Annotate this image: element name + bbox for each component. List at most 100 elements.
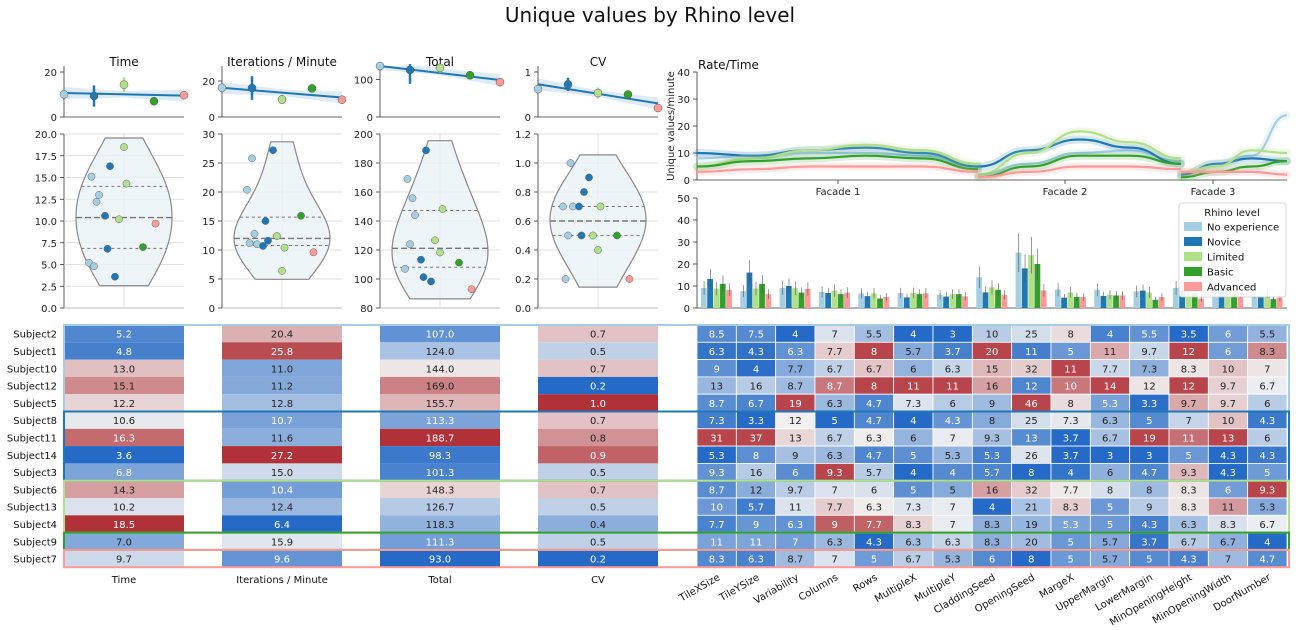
heat-cell-value: 93.0 — [429, 555, 451, 566]
bar-TileYSize-Advanced — [765, 294, 772, 308]
heat-cell-Subject7-3 — [538, 549, 658, 568]
param-cell-value: 12 — [1182, 382, 1195, 393]
violin-ytick-label: 140 — [354, 217, 373, 228]
param-cell-value: 6.3 — [748, 555, 764, 566]
bar-MultipleX-Basic — [916, 294, 923, 308]
param-cell-value: 5 — [1067, 555, 1073, 566]
bar-MultipleY-Basic — [955, 294, 962, 308]
violin-point-Subject4 — [120, 143, 128, 151]
bar-MultipleX-Limited — [910, 292, 916, 308]
param-cell-value: 26 — [1025, 451, 1038, 462]
violin-point-Subject11 — [580, 188, 588, 196]
param-cell-value: 12 — [789, 416, 802, 427]
param-cell-value: 4 — [1067, 468, 1073, 479]
param-cell-value: 8.3 — [905, 520, 921, 531]
param-cell-value: 8 — [989, 416, 995, 427]
violin-point-Subject7 — [625, 275, 634, 283]
bar-TileXSize-No experience — [700, 287, 707, 308]
bar-Variability-Advanced — [804, 288, 811, 308]
heat-cell-value: 0.5 — [590, 347, 606, 358]
param-cell-value: 4.7 — [1259, 555, 1275, 566]
violin-point-Subject5 — [92, 198, 101, 206]
heat-cell-value: 0.4 — [590, 520, 606, 531]
param-cell-value: 9.7 — [1181, 399, 1197, 410]
reg-mean-point — [533, 84, 543, 94]
param-cell-value: 8.3 — [1220, 520, 1236, 531]
violin-point-Subject13 — [589, 231, 597, 240]
heat-cell-Subject6-3 — [538, 480, 658, 498]
param-cell-value: 8 — [1028, 468, 1034, 479]
violin-ytick-label: 30 — [202, 130, 215, 141]
rate-line-Novice — [977, 138, 1182, 168]
bar-UpperMargin-Limited — [1106, 294, 1113, 308]
bar-Variability-Limited — [792, 288, 798, 308]
param-cell-value: 5.5 — [866, 330, 882, 341]
reg-mean-point — [217, 83, 227, 93]
violin-point-Subject1 — [564, 231, 572, 240]
violin-point-Subject7 — [151, 219, 160, 228]
heat-cell-Subject3-2 — [380, 463, 500, 481]
param-cell-value: 6.7 — [1220, 537, 1236, 548]
param-cell-value: 7.7 — [709, 520, 725, 531]
param-cell-value: 6.3 — [866, 503, 882, 514]
heat-cell-value: 0.5 — [590, 503, 606, 514]
violin-point-Subject2 — [401, 265, 409, 273]
param-cell-value: 3 — [1146, 451, 1152, 462]
violin-point-Subject12 — [87, 172, 96, 181]
heat-cell-Subject4-2 — [380, 515, 500, 533]
violin-point-Subject3 — [419, 273, 428, 281]
param-cell-value: 9.7 — [1220, 399, 1236, 410]
heat-cell-value: 10.7 — [271, 416, 293, 427]
param-cell-value: 5.5 — [1259, 330, 1275, 341]
heat-cell-Subject4-0 — [64, 515, 184, 533]
violin-ytick-label: 15 — [202, 217, 215, 228]
rate-line-Limited — [977, 130, 1182, 176]
param-cell-value: 10 — [986, 330, 999, 341]
bar-CladdingSeed-Limited — [988, 287, 995, 308]
heat-cell-value: 20.4 — [271, 330, 293, 341]
heat-cell-Subject2-1 — [222, 325, 342, 343]
param-cell-value: 9 — [713, 364, 719, 375]
param-cell-value: 3.3 — [1141, 399, 1157, 410]
param-cell-value: 9 — [792, 451, 798, 462]
violin-ytick-label: 100 — [354, 275, 373, 286]
heat-cell-Subject3-3 — [538, 463, 658, 481]
bar-MultipleX-No experience — [897, 293, 904, 308]
param-cell-value: 7 — [949, 520, 955, 531]
violin-point-Subject1 — [248, 154, 256, 163]
bar-Columns-Novice — [825, 293, 832, 308]
heat-cell-value: 6.4 — [274, 520, 290, 531]
param-cell-value: 6.7 — [905, 555, 921, 566]
reg-mean-point — [307, 84, 317, 93]
param-cell-value: 5.3 — [709, 451, 725, 462]
bar-MinOpeningHeight-No experience — [1172, 287, 1179, 308]
param-cell-value: 6.3 — [709, 347, 725, 358]
param-cell-value: 12 — [1143, 382, 1156, 393]
param-cell-value: 32 — [1025, 485, 1038, 496]
reg-mean-point — [405, 65, 415, 75]
violin-point-Subject10 — [95, 191, 103, 199]
heat-row-label: Subject3 — [13, 468, 57, 479]
heat-cell-value: 155.7 — [426, 399, 455, 410]
heat-cell-Subject8-2 — [380, 411, 500, 429]
reg-mean-point — [495, 77, 505, 87]
violin-point-Subject7 — [467, 285, 476, 293]
reg-mean-point — [89, 91, 99, 101]
violin-point-Subject6 — [438, 205, 447, 213]
heat-cell-value: 7.0 — [116, 537, 132, 548]
bar-Rows-Basic — [877, 298, 883, 308]
param-cell-value: 7 — [831, 485, 837, 496]
violin-point-Subject9 — [613, 231, 621, 240]
violin-ytick-label: 5.0 — [41, 261, 57, 272]
param-cell-value: 8.3 — [1181, 364, 1197, 375]
param-cell-value: 11 — [789, 503, 802, 514]
param-cell-value: 9.3 — [709, 468, 725, 479]
param-cell-value: 4 — [1264, 537, 1270, 548]
param-cell-value: 9.7 — [787, 485, 803, 496]
param-cell-value: 13 — [789, 433, 802, 444]
violin-point-Subject14 — [269, 146, 277, 155]
param-cell-value: 4.3 — [1141, 520, 1157, 531]
heat-cell-value: 6.8 — [116, 468, 132, 479]
heat-row-label: Subject6 — [13, 485, 57, 496]
param-cell-value: 5.3 — [1259, 503, 1275, 514]
